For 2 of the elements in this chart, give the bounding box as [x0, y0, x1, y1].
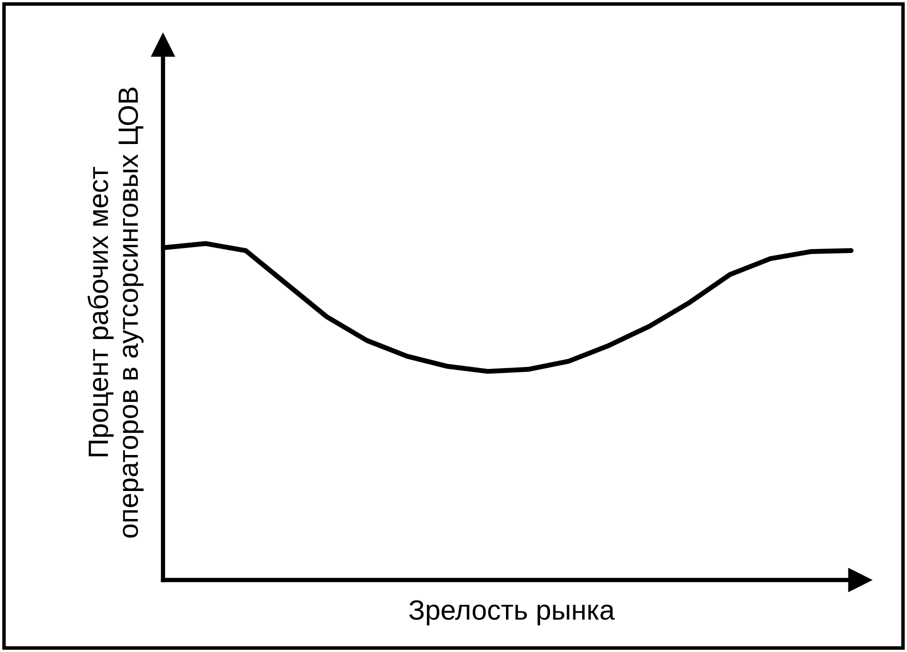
x-axis-title: Зрелость рынка	[409, 600, 615, 626]
y-axis-title: Процент рабочих мест операторов в аутсорсинговых ЦОВ	[88, 88, 144, 538]
